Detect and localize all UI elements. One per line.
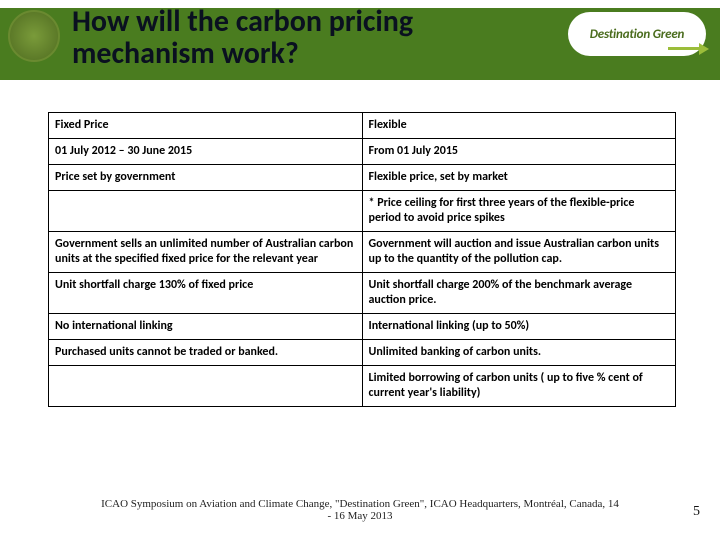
table-row: Unit shortfall charge 130% of fixed pric… [49, 273, 676, 314]
table-row: No international linking International l… [49, 314, 676, 340]
column-header-right: Flexible [362, 113, 676, 139]
page-number: 5 [693, 504, 700, 520]
arrow-icon [668, 47, 702, 50]
cell: From 01 July 2015 [362, 139, 676, 165]
title-block: How will the carbon pricing mechanism wo… [72, 6, 512, 69]
table-row: 01 July 2012 – 30 June 2015 From 01 July… [49, 139, 676, 165]
icao-logo [8, 10, 60, 62]
footer-text: ICAO Symposium on Aviation and Climate C… [0, 498, 720, 522]
table-header-row: Fixed Price Flexible [49, 113, 676, 139]
table-row: Purchased units cannot be traded or bank… [49, 340, 676, 366]
cell [49, 191, 363, 232]
cell [49, 366, 363, 407]
table-row: Limited borrowing of carbon units ( up t… [49, 366, 676, 407]
cell: 01 July 2012 – 30 June 2015 [49, 139, 363, 165]
cell: Unit shortfall charge 200% of the benchm… [362, 273, 676, 314]
page-title: How will the carbon pricing mechanism wo… [72, 6, 512, 69]
cell: International linking (up to 50%) [362, 314, 676, 340]
cell: Government will auction and issue Austra… [362, 232, 676, 273]
column-header-left: Fixed Price [49, 113, 363, 139]
cell: Flexible price, set by market [362, 165, 676, 191]
table-row: Government sells an unlimited number of … [49, 232, 676, 273]
cell: No international linking [49, 314, 363, 340]
comparison-table: Fixed Price Flexible 01 July 2012 – 30 J… [48, 112, 676, 407]
cell: Government sells an unlimited number of … [49, 232, 363, 273]
cell: Unlimited banking of carbon units. [362, 340, 676, 366]
cell: Price set by government [49, 165, 363, 191]
cell: Unit shortfall charge 130% of fixed pric… [49, 273, 363, 314]
destination-green-badge: Destination Green [568, 12, 706, 56]
cell: Purchased units cannot be traded or bank… [49, 340, 363, 366]
cell: * Price ceiling for first three years of… [362, 191, 676, 232]
table-row: Price set by government Flexible price, … [49, 165, 676, 191]
cell: Limited borrowing of carbon units ( up t… [362, 366, 676, 407]
badge-text: Destination Green [590, 27, 684, 42]
table-row: * Price ceiling for first three years of… [49, 191, 676, 232]
